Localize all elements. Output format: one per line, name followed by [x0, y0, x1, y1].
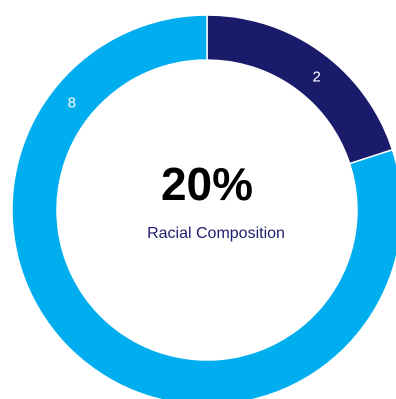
slice-label-2: 8	[68, 95, 76, 112]
center-caption: Racial Composition	[147, 225, 285, 242]
slice-labels: 28	[68, 68, 321, 111]
slice-label-1: 2	[312, 68, 320, 85]
center-percentage: 20%	[161, 158, 253, 210]
donut-slices	[11, 14, 396, 399]
donut-slice-2	[11, 14, 396, 399]
donut-slice-1	[206, 14, 394, 165]
